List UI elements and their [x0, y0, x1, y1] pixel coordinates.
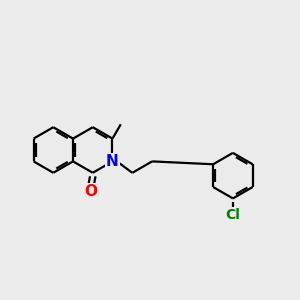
Text: Cl: Cl	[226, 208, 240, 222]
Text: O: O	[84, 184, 97, 199]
Text: N: N	[106, 154, 119, 169]
